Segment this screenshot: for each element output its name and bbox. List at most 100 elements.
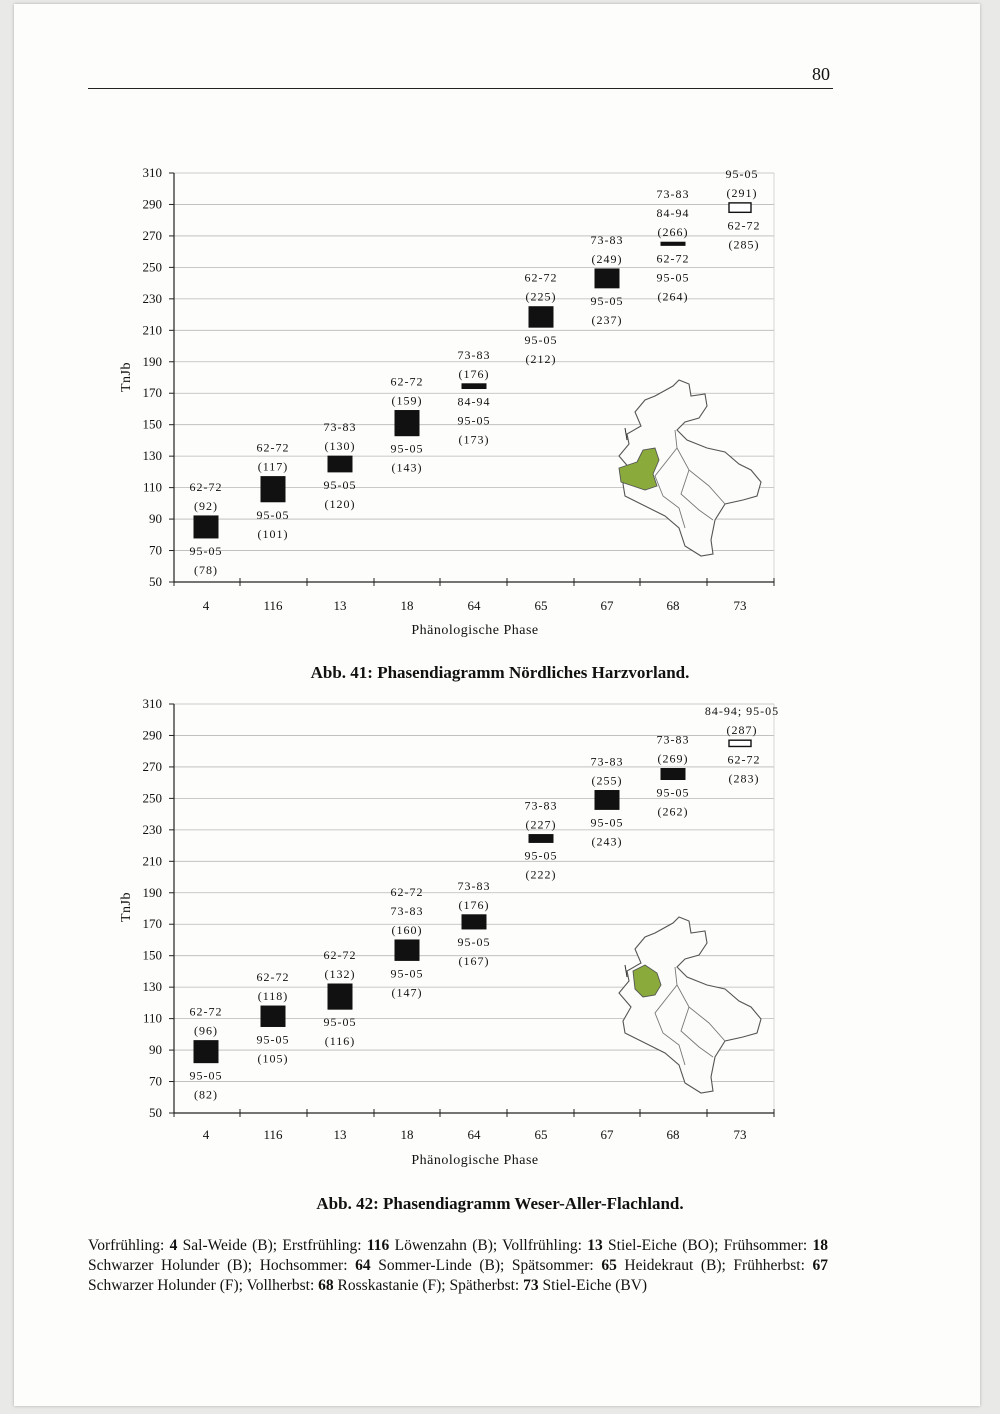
box-low-label: (222)	[526, 867, 557, 881]
y-tick-label: 90	[149, 511, 162, 526]
hollow-range-box	[728, 202, 752, 214]
box-high-label: (130)	[325, 439, 356, 453]
box-high-label: 95-05	[726, 167, 759, 181]
range-box-68: 73-83 84-94 (266) 62-72 95-05 (264)	[657, 187, 690, 303]
y-tick-label: 250	[143, 790, 163, 805]
box-high-label: (176)	[459, 367, 490, 381]
range-box-65: 62-72 (225) 95-05 (212)	[525, 271, 558, 366]
range-box-64: 73-83 (176) 84-94 95-05 (173)	[458, 348, 491, 447]
x-tick-label: 64	[468, 598, 482, 613]
page-number: 80	[812, 64, 830, 84]
box-low-label: 95-05	[591, 815, 624, 829]
box-low-label: (82)	[194, 1088, 218, 1102]
box-low-label: 62-72	[657, 251, 690, 265]
map-marker	[624, 427, 628, 441]
range-box-13: 73-83 (130) 95-05 (120)	[324, 420, 357, 511]
x-tick-label: 4	[203, 598, 210, 613]
box-high-label: (287)	[727, 723, 758, 737]
phase-text: Sal-Weide (B); Erstfrühling:	[177, 1237, 367, 1254]
x-tick-label: 64	[468, 1127, 482, 1142]
map-region-borders	[654, 429, 726, 529]
y-tick-label: 230	[143, 822, 163, 837]
range-box-4: 62-72 (92) 95-05 (78)	[190, 480, 223, 577]
phase-text: Schwarzer Holunder (B); Hochsommer:	[88, 1257, 356, 1274]
x-tick-label: 73	[734, 598, 747, 613]
range-box	[594, 790, 620, 810]
x-tick-label: 13	[334, 598, 347, 613]
phase-code: 64	[355, 1257, 371, 1274]
box-high-label: 62-72	[190, 1005, 223, 1019]
box-low-label: 95-05	[525, 848, 558, 862]
box-high-label: (176)	[459, 898, 490, 912]
range-box-65: 73-83 (227) 95-05 (222)	[525, 799, 558, 882]
box-low-label: (105)	[258, 1051, 289, 1065]
box-low-label: (78)	[194, 563, 218, 577]
box-low-label: 95-05	[257, 1032, 290, 1046]
x-axis-label: Phänologische Phase	[411, 623, 538, 638]
box-high-label: (255)	[592, 774, 623, 788]
box-high-label: 73-83	[657, 187, 690, 201]
box-high-label: (92)	[194, 499, 218, 513]
range-box	[193, 1040, 219, 1064]
range-box-116: 62-72 (118) 95-05 (105)	[257, 970, 290, 1065]
map-outline	[618, 916, 762, 1094]
phase-code: 4	[169, 1237, 178, 1254]
box-low-label: 95-05	[591, 294, 624, 308]
range-box	[528, 306, 554, 328]
phase-code: 18	[812, 1237, 828, 1254]
box-low-label: 95-05	[391, 966, 424, 980]
y-tick-label: 90	[149, 1042, 162, 1057]
box-high-label: 62-72	[190, 480, 223, 494]
range-box	[461, 914, 487, 930]
range-box-4: 62-72 (96) 95-05 (82)	[190, 1005, 223, 1102]
hollow-range-box	[728, 739, 752, 748]
box-low-label: 95-05	[324, 478, 357, 492]
y-tick-label: 170	[143, 916, 163, 931]
phase-code: 73	[523, 1277, 539, 1294]
box-low-label: 95-05	[458, 414, 491, 428]
box-low-label: (173)	[459, 433, 490, 447]
range-box	[660, 241, 686, 246]
y-tick-label: 210	[143, 853, 163, 868]
box-high-label: 73-83	[324, 420, 357, 434]
box-low-label: (143)	[392, 461, 423, 475]
box-low-label: 95-05	[190, 544, 223, 558]
inset-map	[618, 916, 762, 1094]
map-highlight-region	[632, 964, 662, 998]
map-region-borders	[654, 966, 726, 1066]
range-box	[327, 983, 353, 1010]
box-low-label: 95-05	[190, 1069, 223, 1083]
y-tick-label: 230	[143, 291, 163, 306]
x-tick-label: 116	[263, 598, 283, 613]
y-tick-label: 130	[143, 448, 163, 463]
box-low-label: (120)	[325, 497, 356, 511]
x-tick-label: 68	[667, 1127, 680, 1142]
box-high-label: 62-72	[257, 441, 290, 455]
range-box	[461, 383, 487, 390]
phase-legend-footnote: Vorfrühling: 4 Sal-Weide (B); Erstfrühli…	[88, 1236, 828, 1296]
box-low-label: 95-05	[391, 442, 424, 456]
box-high-label: 62-72	[525, 271, 558, 285]
box-low-label: (262)	[658, 805, 689, 819]
box-low-label: 84-94	[458, 395, 491, 409]
x-tick-label: 73	[734, 1127, 747, 1142]
box-high-label: 73-83	[458, 879, 491, 893]
y-tick-label: 210	[143, 322, 163, 337]
range-box	[260, 1005, 286, 1027]
box-high-label: 62-72	[391, 375, 424, 389]
range-box-64: 73-83 (176) 95-05 (167)	[458, 879, 491, 968]
box-low-label: (243)	[592, 834, 623, 848]
box-low-label: 95-05	[324, 1015, 357, 1029]
box-high-label: (96)	[194, 1024, 218, 1038]
range-box	[193, 515, 219, 539]
y-tick-label: 50	[149, 574, 162, 589]
box-high-label: 62-72	[257, 970, 290, 984]
box-high-label: 62-72	[324, 948, 357, 962]
x-tick-label: 68	[667, 598, 680, 613]
y-tick-label: 170	[143, 385, 163, 400]
box-low-label: 62-72	[728, 218, 761, 232]
y-tick-label: 130	[143, 979, 163, 994]
box-high-label: (249)	[592, 252, 623, 266]
x-tick-label: 67	[601, 598, 615, 613]
